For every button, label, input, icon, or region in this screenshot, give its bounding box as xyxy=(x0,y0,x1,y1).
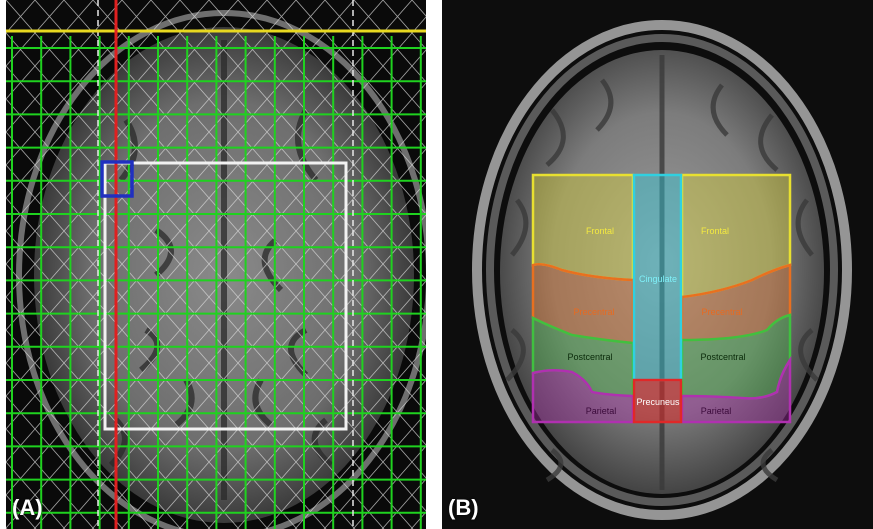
panel-b-region-mri: Frontal Frontal Cingulate Precentral Pre… xyxy=(442,0,873,529)
label-frontal-left: Frontal xyxy=(586,226,614,236)
panel-a-letter: (A) xyxy=(12,495,43,520)
label-cingulate: Cingulate xyxy=(639,274,677,284)
panel-b-letter: (B) xyxy=(448,495,479,520)
label-postcentral-right: Postcentral xyxy=(700,352,745,362)
label-parietal-right: Parietal xyxy=(701,406,732,416)
roi-rectangle xyxy=(103,161,348,431)
label-parietal-left: Parietal xyxy=(586,406,617,416)
panel-a-image xyxy=(6,0,426,529)
skull-inner-b xyxy=(486,34,838,506)
skull-outline-b xyxy=(472,20,852,520)
panel-a-grid-mri: (A) xyxy=(6,0,426,529)
selected-voxel-box xyxy=(100,160,134,198)
voxel-grid xyxy=(6,36,426,529)
label-precentral-left: Precentral xyxy=(573,307,614,317)
label-postcentral-left: Postcentral xyxy=(567,352,612,362)
region-parietal-left xyxy=(531,369,635,424)
region-cingulate xyxy=(632,173,683,382)
region-precuneus xyxy=(632,378,683,424)
panel-b-image: Frontal Frontal Cingulate Precentral Pre… xyxy=(442,0,873,529)
region-parietal-right xyxy=(680,355,792,424)
label-frontal-right: Frontal xyxy=(701,226,729,236)
label-precuneus: Precuneus xyxy=(636,397,680,407)
label-precentral-right: Precentral xyxy=(701,307,742,317)
